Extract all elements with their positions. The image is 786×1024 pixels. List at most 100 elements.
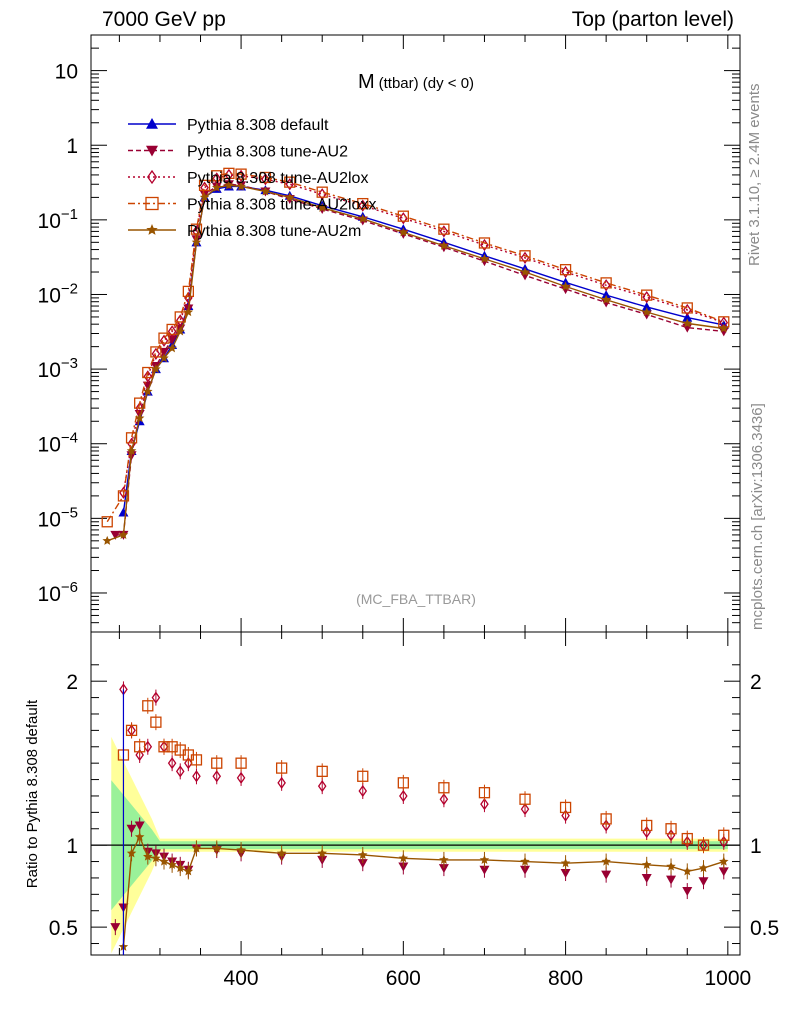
series-marker-3 <box>166 323 178 336</box>
ratio-marker-1 <box>561 809 570 822</box>
series-marker-4 <box>159 353 169 363</box>
x-tick-label: 800 <box>548 967 583 990</box>
ratio-marker-2 <box>397 777 409 789</box>
ratio-y-tick-label-right: 0.5 <box>750 917 779 940</box>
series-marker-4 <box>236 181 246 191</box>
series-marker-3 <box>600 277 612 289</box>
series-marker-0 <box>641 301 652 311</box>
series-marker-3 <box>357 197 369 210</box>
ratio-marker-3 <box>183 866 194 876</box>
series-marker-3 <box>190 223 203 235</box>
legend-marker-1 <box>146 145 158 157</box>
series-marker-3 <box>211 170 223 182</box>
y-tick-label: 10−3 <box>38 355 78 382</box>
ratio-y-tick-label: 1 <box>66 835 78 858</box>
series-marker-4 <box>285 192 295 202</box>
ratio-marker-2 <box>559 801 572 814</box>
ratio-y-tick-label: 2 <box>66 671 78 694</box>
ratio-marker-2 <box>125 724 138 737</box>
ratio-marker-2 <box>697 839 710 851</box>
ratio-marker-0 <box>479 865 490 875</box>
ratio-marker-2 <box>166 741 178 753</box>
ratio-marker-0 <box>718 867 729 877</box>
series-marker-2 <box>175 314 185 327</box>
ratio-marker-1 <box>439 793 449 806</box>
series-marker-2 <box>167 325 177 338</box>
series-marker-3 <box>235 168 247 180</box>
ratio-marker-1 <box>317 779 327 793</box>
series-marker-3 <box>641 289 653 301</box>
series-marker-3 <box>478 237 491 249</box>
y-tick-label: 10−5 <box>38 504 78 531</box>
ratio-marker-2 <box>211 757 223 769</box>
legend-label-1: Pythia 8.308 tune-AU2 <box>187 144 348 161</box>
chart-title: M (ttbar) (dy < 0) <box>358 71 474 93</box>
ratio-marker-3 <box>167 859 177 869</box>
ratio-marker-0 <box>438 864 449 874</box>
series-marker-4 <box>191 237 202 247</box>
ratio-marker-3 <box>666 861 676 871</box>
ratio-marker-2 <box>600 813 612 825</box>
legend-marker-3 <box>145 196 159 211</box>
series-marker-0 <box>682 312 693 322</box>
ratio-marker-0 <box>520 865 531 875</box>
series-marker-4 <box>211 182 222 192</box>
series-marker-0 <box>601 290 612 300</box>
ratio-marker-2 <box>142 700 154 712</box>
series-marker-3 <box>259 171 272 184</box>
ratio-marker-3 <box>398 853 409 863</box>
series-marker-1 <box>520 271 531 281</box>
series-marker-4 <box>479 253 490 263</box>
ratio-marker-3 <box>236 845 246 855</box>
series-marker-3 <box>681 302 693 314</box>
series-marker-3 <box>150 346 162 358</box>
ratio-marker-3 <box>276 848 287 858</box>
ratio-marker-2 <box>158 741 170 753</box>
ratio-marker-2 <box>235 757 247 769</box>
ratio-marker-2 <box>275 762 288 774</box>
ratio-marker-3 <box>560 858 571 868</box>
ratio-marker-3 <box>191 843 202 853</box>
series-marker-2 <box>601 279 611 292</box>
ratio-marker-1 <box>184 757 193 770</box>
series-marker-4 <box>151 364 161 374</box>
ratio-marker-2 <box>150 716 162 728</box>
series-marker-4 <box>118 529 129 539</box>
series-marker-4 <box>317 202 327 212</box>
x-tick-label: 400 <box>224 967 259 990</box>
y-tick-label: 10−2 <box>38 280 78 307</box>
ratio-marker-3 <box>479 854 490 864</box>
series-marker-3 <box>519 250 531 262</box>
ratio-y-tick-label-right: 1 <box>750 835 762 858</box>
ratio-marker-2 <box>718 829 730 841</box>
legend-label-2: Pythia 8.308 tune-AU2lox <box>187 170 368 187</box>
series-marker-4 <box>102 535 112 545</box>
ratio-marker-3 <box>134 831 145 841</box>
ratio-marker-1 <box>143 740 153 753</box>
ratio-marker-0 <box>641 873 652 883</box>
legend-label-3: Pythia 8.308 tune-AU2loxx <box>187 197 376 214</box>
series-marker-3 <box>182 285 195 298</box>
x-tick-label: 600 <box>386 967 421 990</box>
ratio-marker-3 <box>601 856 611 866</box>
ratio-marker-1 <box>212 770 222 783</box>
ratio-marker-1 <box>520 802 530 816</box>
ratio-marker-1 <box>358 784 368 798</box>
series-marker-2 <box>439 225 449 238</box>
ratio-marker-1 <box>151 691 161 704</box>
ratio-marker-0 <box>110 923 121 933</box>
series-marker-4 <box>358 213 368 223</box>
ratio-marker-2 <box>134 741 146 753</box>
legend-marker-4 <box>146 224 158 235</box>
ratio-marker-1 <box>682 835 692 849</box>
ratio-marker-1 <box>277 776 286 789</box>
ratio-marker-3 <box>641 859 652 869</box>
series-marker-3 <box>559 264 572 276</box>
series-marker-3 <box>397 210 409 222</box>
ratio-marker-0 <box>560 869 571 879</box>
y-tick-label: 10−1 <box>38 206 78 233</box>
ratio-y-tick-label-right: 2 <box>750 671 762 694</box>
ratio-marker-3 <box>151 853 161 863</box>
series-line-3 <box>106 172 725 523</box>
